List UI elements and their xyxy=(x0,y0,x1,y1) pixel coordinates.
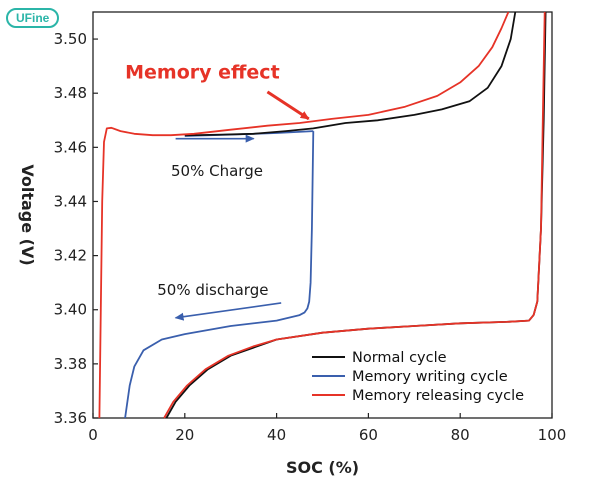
legend-label-releasing: Memory releasing cycle xyxy=(352,388,524,404)
plot-area-frame xyxy=(92,11,553,419)
annotation-memory_effect: Memory effect xyxy=(125,61,280,83)
y-axis-label: Voltage (V) xyxy=(18,164,37,265)
series-line-normal-1 xyxy=(184,11,517,137)
x-tick-label: 60 xyxy=(359,426,378,444)
x-tick-label: 80 xyxy=(451,426,470,444)
series-line-releasing-2 xyxy=(163,11,546,419)
y-tick-label: 3.40 xyxy=(54,301,87,319)
x-tick-label: 0 xyxy=(88,426,98,444)
x-axis-label: SOC (%) xyxy=(286,458,359,477)
brand-logo: UFine xyxy=(6,8,60,28)
x-tick-label: 20 xyxy=(175,426,194,444)
annotation-charge: 50% Charge xyxy=(171,162,263,180)
annotation-arrow-discharge xyxy=(174,302,282,321)
x-tick-label: 40 xyxy=(267,426,286,444)
series-line-writing-1 xyxy=(124,131,315,419)
series-line-releasing-1 xyxy=(98,11,510,419)
y-tick-label: 3.36 xyxy=(54,409,87,427)
y-tick-label: 3.38 xyxy=(54,355,87,373)
y-tick-label: 3.50 xyxy=(54,30,87,48)
y-tick-label: 3.42 xyxy=(54,247,87,265)
y-tick-label: 3.44 xyxy=(54,192,87,210)
y-tick-label: 3.46 xyxy=(54,138,87,156)
legend-label-writing: Memory writing cycle xyxy=(352,369,508,385)
annotation-arrow-memory_effect xyxy=(266,90,310,121)
y-tick-label: 3.48 xyxy=(54,84,87,102)
annotation-discharge: 50% discharge xyxy=(157,281,268,299)
x-tick-label: 100 xyxy=(538,426,567,444)
legend-label-normal: Normal cycle xyxy=(352,350,447,366)
